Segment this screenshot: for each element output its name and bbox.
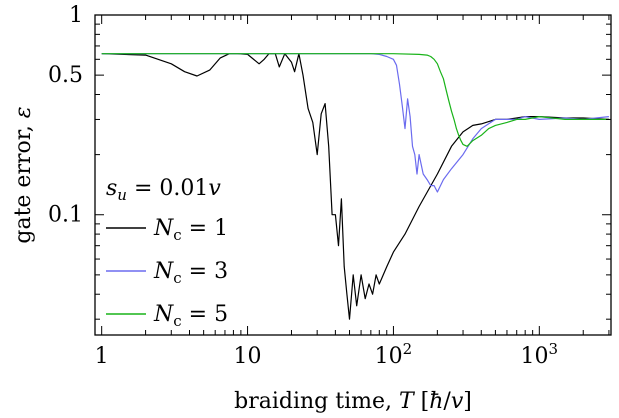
- legend-header: su = 0.01v: [106, 176, 221, 204]
- x-axis-label: braiding time, T [ħ/v]: [234, 389, 472, 414]
- series-line-3: [101, 53, 609, 147]
- y-axis-label: gate error, ε: [11, 106, 36, 243]
- y-tick-label: 0.1: [48, 203, 83, 228]
- legend-label-2: Nc = 3: [153, 259, 228, 287]
- y-tick-label: 1: [69, 3, 83, 28]
- series-lines: [101, 53, 609, 320]
- tick-labels: 1 10 102 103 0.1 0.5 1: [48, 3, 558, 369]
- x-tick-label: 102: [375, 340, 413, 369]
- x-tick-label: 1: [95, 344, 109, 369]
- legend: su = 0.01v Nc = 1 Nc = 3 Nc = 5: [106, 176, 228, 330]
- axis-labels: braiding time, T [ħ/v] gate error, ε: [11, 106, 472, 414]
- x-tick-label: 103: [521, 340, 559, 369]
- series-line-1: [101, 53, 609, 320]
- legend-label-3: Nc = 5: [153, 302, 228, 330]
- axis-ticks: [95, 14, 611, 335]
- x-tick-label: 10: [234, 344, 262, 369]
- series-line-2: [101, 53, 609, 193]
- plot-frame: [94, 14, 612, 336]
- y-tick-label: 0.5: [48, 63, 83, 88]
- legend-label-1: Nc = 1: [153, 216, 228, 244]
